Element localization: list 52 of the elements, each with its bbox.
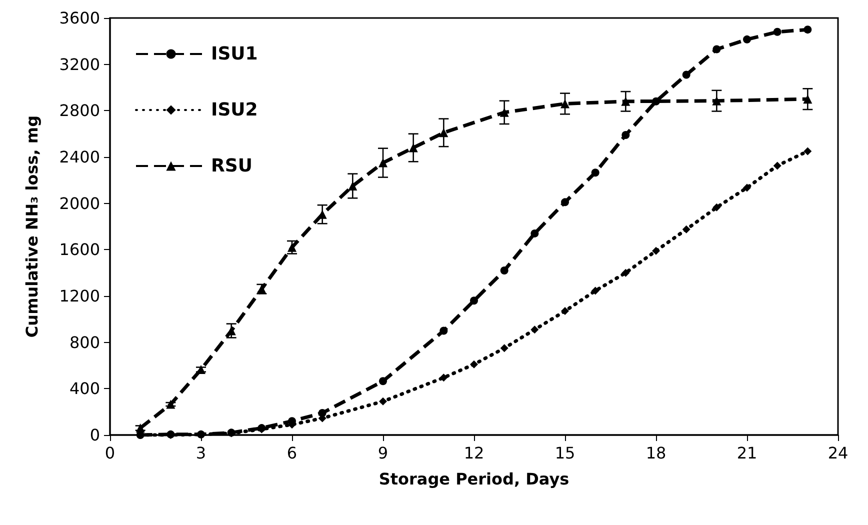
point — [712, 45, 721, 54]
legend-label: ISU2 — [211, 100, 258, 120]
point — [712, 203, 721, 212]
y-tick-label: 3600 — [59, 8, 100, 28]
point — [773, 162, 782, 170]
point — [652, 97, 660, 106]
point — [682, 225, 690, 234]
y-tick-label: 2400 — [59, 148, 100, 166]
point — [804, 26, 812, 34]
point — [622, 130, 630, 139]
x-tick-label: 15 — [554, 444, 576, 462]
y-tick-label: 1600 — [59, 240, 100, 260]
x-tick-label: 24 — [828, 444, 848, 462]
y-tick-label: 3200 — [59, 54, 100, 74]
point — [470, 360, 478, 368]
legend-label: ISU1 — [211, 44, 258, 64]
point — [773, 28, 782, 36]
x-tick-label: 21 — [736, 444, 758, 462]
x-axis-title: Storage Period, Days — [378, 470, 570, 488]
point — [530, 229, 539, 238]
x-tick-label: 3 — [196, 444, 206, 462]
point — [440, 326, 448, 335]
y-tick-label: 2000 — [59, 194, 100, 213]
point — [622, 268, 630, 277]
x-tick-label: 0 — [104, 444, 116, 462]
y-tick-label: 2800 — [59, 101, 100, 120]
y-tick-label: 800 — [69, 332, 100, 352]
point — [500, 344, 508, 352]
point — [804, 147, 812, 156]
y-tick-label: 1200 — [59, 286, 100, 306]
legend-label: RSU — [211, 156, 252, 176]
point — [591, 168, 600, 177]
point — [530, 326, 539, 334]
y-tick-label: 0 — [90, 426, 100, 444]
point — [591, 286, 600, 295]
x-tick-label: 9 — [378, 444, 388, 462]
point — [652, 246, 660, 255]
point — [561, 307, 569, 316]
x-tick-label: 12 — [464, 444, 484, 462]
y-axis-title: Cumulative NH₃ loss, mg — [22, 115, 42, 338]
x-tick-label: 6 — [286, 444, 298, 462]
point — [379, 377, 387, 386]
point — [743, 35, 751, 44]
point — [500, 266, 508, 275]
point — [440, 374, 448, 382]
point — [743, 184, 751, 192]
y-tick-label: 400 — [69, 379, 100, 398]
point — [561, 198, 569, 206]
point — [379, 397, 387, 406]
x-tick-label: 18 — [646, 444, 666, 462]
point — [470, 296, 478, 305]
point — [682, 70, 690, 79]
